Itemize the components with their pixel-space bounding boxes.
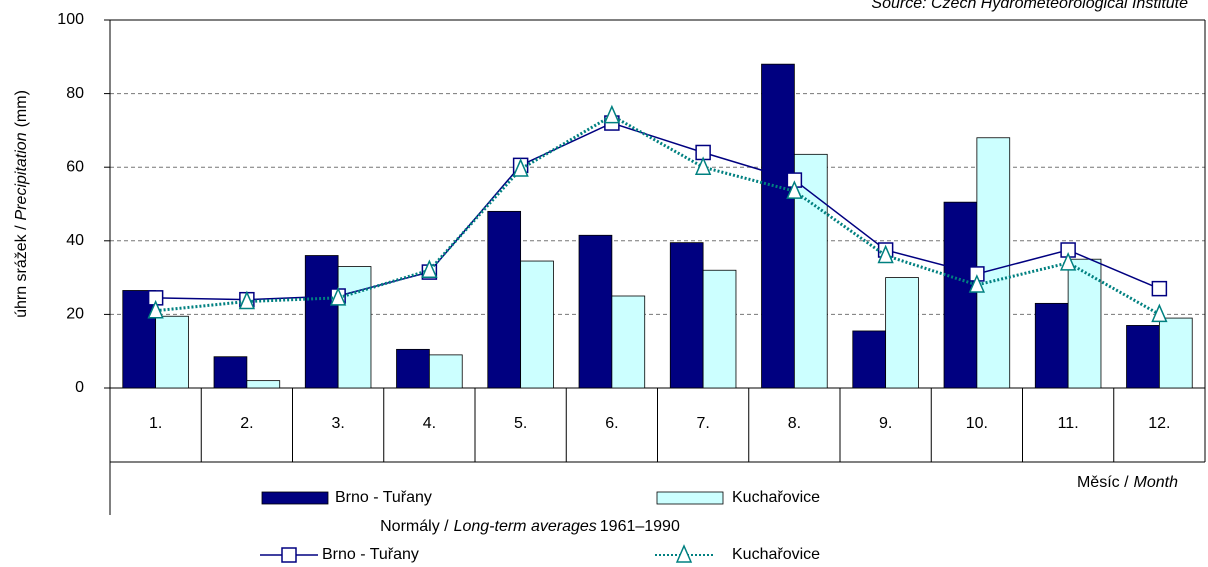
bar	[396, 348, 430, 389]
bar	[155, 315, 189, 389]
bar	[793, 153, 828, 389]
y-tick-label: 0	[75, 379, 84, 396]
x-tick-label: 4.	[423, 415, 436, 432]
x-tick-label: 3.	[331, 415, 344, 432]
line-marker	[238, 290, 256, 310]
bar	[578, 234, 613, 389]
source: Source: Czech Hydrometeorological Instit…	[871, 0, 1188, 12]
caption-italic: Long-term averages	[454, 518, 597, 535]
line-marker	[147, 299, 164, 319]
bar	[669, 242, 704, 389]
x-tick-label: 11.	[1058, 415, 1079, 432]
bar	[1126, 325, 1160, 389]
bar	[487, 210, 522, 389]
caption-plain: Normály /	[380, 518, 449, 535]
bar	[611, 295, 646, 389]
x-tick-label: 10.	[966, 415, 988, 432]
caption-period: 1961–1990	[600, 518, 680, 535]
y-tick-label: 60	[66, 158, 84, 175]
y-tick-label: 40	[66, 232, 84, 249]
bar	[1067, 258, 1102, 389]
legend-swatch	[656, 491, 724, 505]
legend-label: Kuchařovice	[732, 489, 820, 506]
legend-label: Kuchařovice	[732, 546, 820, 563]
y-tick-label: 20	[66, 306, 84, 323]
bar	[337, 266, 372, 389]
bar	[520, 260, 554, 389]
x-label-italic: Month	[1134, 474, 1179, 491]
legend-marker	[281, 547, 297, 563]
y-label-plain: úhrn srážek /	[13, 225, 30, 318]
bar	[304, 255, 339, 389]
line-marker	[329, 286, 347, 306]
x-label-plain: Měsíc /	[1077, 474, 1129, 491]
x-tick-label: 5.	[514, 415, 527, 432]
line-marker	[1151, 303, 1168, 323]
y-tick-label: 80	[66, 85, 84, 102]
line-marker	[1151, 280, 1168, 297]
x-tick-label: 8.	[788, 415, 801, 432]
line-marker	[512, 158, 529, 177]
bar	[428, 354, 463, 389]
line-marker	[786, 180, 803, 199]
x-tick-label: 7.	[696, 415, 709, 432]
line-marker	[694, 156, 712, 175]
x-tick-label: 9.	[879, 415, 892, 432]
normals-caption: Normály / Long-term averages 1961–1990	[380, 518, 680, 535]
bar	[885, 277, 919, 389]
bar	[122, 290, 157, 389]
x-tick-label: 6.	[605, 415, 618, 432]
line	[155, 113, 1161, 316]
bar	[943, 201, 978, 389]
bar	[702, 269, 737, 389]
line-marker	[421, 259, 438, 278]
line	[155, 122, 1160, 301]
y-label-unit: (mm)	[13, 90, 30, 127]
bar	[761, 63, 795, 389]
legend-swatch	[261, 491, 329, 505]
bar	[852, 330, 887, 389]
line-marker	[603, 104, 621, 124]
legend-label: Brno - Tuřany	[335, 489, 432, 506]
legend-marker	[675, 544, 693, 563]
line-marker	[968, 274, 986, 293]
legend-label: Brno - Tuřany	[322, 546, 419, 563]
x-tick-label: 1.	[149, 415, 162, 432]
bar	[246, 380, 281, 389]
line-marker	[877, 244, 894, 264]
bar	[1158, 317, 1193, 389]
bar	[213, 356, 248, 389]
x-tick-label: 2.	[240, 415, 253, 432]
x-axis-label: Měsíc / Month	[1077, 474, 1178, 491]
line-marker	[1059, 252, 1077, 271]
x-tick-label: 12.	[1148, 415, 1170, 432]
bar	[1034, 302, 1069, 389]
bar	[976, 137, 1011, 389]
y-tick-label: 100	[57, 11, 84, 28]
y-label-italic: Precipitation	[13, 132, 30, 220]
y-axis-label: úhrn srážek / Precipitation (mm)	[13, 90, 30, 318]
